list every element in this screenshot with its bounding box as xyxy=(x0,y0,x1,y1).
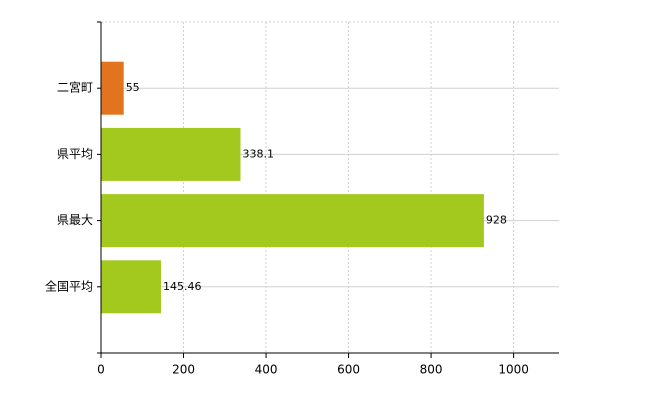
value-label: 55 xyxy=(126,81,140,94)
bar xyxy=(101,194,484,248)
value-label: 338.1 xyxy=(243,147,275,160)
x-tick-label: 800 xyxy=(420,363,443,377)
x-tick-label: 200 xyxy=(172,363,195,377)
x-tick-label: 600 xyxy=(337,363,360,377)
x-tick-label: 0 xyxy=(97,363,105,377)
value-label: 145.46 xyxy=(163,280,202,293)
bar xyxy=(101,260,162,314)
x-tick-label: 400 xyxy=(255,363,278,377)
y-tick-label: 全国平均 xyxy=(45,278,93,293)
bar xyxy=(101,127,241,181)
bar xyxy=(101,61,124,115)
y-tick-label: 二宮町 xyxy=(57,80,93,95)
y-tick-label: 県平均 xyxy=(57,147,93,161)
y-tick-label: 県最大 xyxy=(57,213,93,227)
value-label: 928 xyxy=(486,214,507,227)
x-tick-label: 1000 xyxy=(498,363,529,377)
